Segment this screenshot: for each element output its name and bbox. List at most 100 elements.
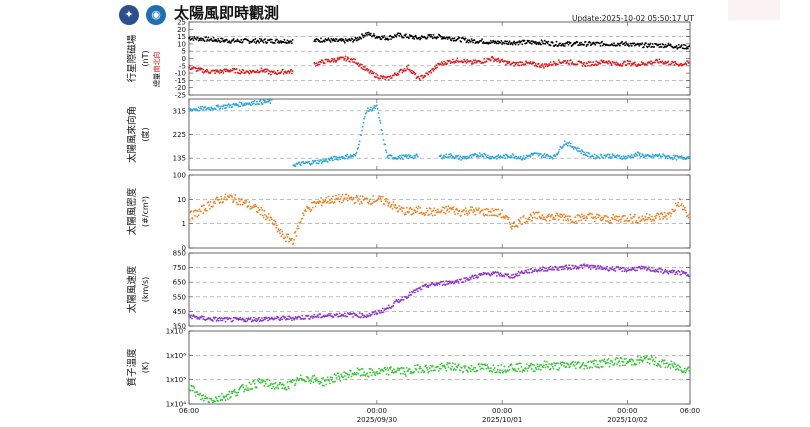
data-point	[619, 221, 622, 224]
data-point	[510, 364, 513, 366]
data-point	[654, 356, 657, 359]
data-point	[560, 146, 562, 148]
data-point	[458, 157, 461, 160]
data-point	[629, 155, 632, 158]
data-point	[455, 207, 458, 210]
data-point	[562, 61, 565, 64]
data-point	[295, 235, 298, 238]
data-point	[244, 200, 246, 202]
data-point	[582, 63, 585, 65]
data-point	[446, 363, 448, 366]
data-point	[499, 369, 501, 372]
data-point	[295, 379, 298, 382]
data-point	[382, 370, 385, 373]
data-point	[526, 220, 529, 223]
data-point	[361, 312, 363, 315]
data-point	[396, 157, 399, 160]
data-point	[193, 35, 196, 38]
data-point	[664, 43, 667, 46]
data-point	[276, 224, 278, 227]
data-point	[225, 395, 228, 398]
y-tick-label: 100	[173, 172, 186, 180]
data-point	[300, 378, 303, 380]
data-point	[202, 109, 205, 112]
data-point	[291, 381, 293, 384]
data-point	[389, 75, 392, 78]
data-point	[320, 37, 322, 40]
data-point	[311, 206, 314, 209]
data-point	[380, 309, 383, 312]
data-point	[373, 313, 376, 316]
data-point	[440, 281, 443, 283]
x-date-label: 2025/10/02	[607, 416, 647, 424]
data-point	[490, 59, 492, 61]
data-point	[674, 154, 677, 157]
data-point	[242, 386, 245, 389]
data-point	[286, 381, 289, 384]
data-point	[220, 393, 223, 395]
data-point	[645, 355, 648, 357]
data-point	[282, 72, 285, 75]
data-point	[643, 267, 646, 270]
data-point	[224, 193, 227, 196]
data-point	[534, 370, 536, 372]
data-point	[583, 214, 585, 217]
data-point	[568, 141, 571, 144]
data-point	[639, 356, 642, 359]
data-point	[671, 271, 673, 274]
data-point	[453, 368, 456, 370]
data-point	[231, 196, 234, 198]
data-point	[408, 294, 410, 297]
data-point	[659, 43, 662, 46]
data-point	[536, 363, 539, 366]
data-point	[443, 364, 445, 367]
data-point	[412, 157, 415, 160]
data-point	[245, 317, 248, 320]
data-point	[516, 64, 519, 66]
data-point	[613, 42, 615, 44]
data-point	[515, 274, 518, 277]
data-point	[668, 155, 670, 158]
data-point	[425, 207, 428, 210]
data-point	[437, 36, 439, 39]
data-point	[417, 75, 420, 78]
data-point	[393, 36, 395, 39]
data-point	[638, 362, 641, 364]
data-point	[482, 368, 485, 370]
data-point	[217, 319, 220, 322]
data-point	[228, 106, 231, 108]
data-point	[422, 212, 425, 215]
data-point	[654, 61, 656, 64]
data-point	[397, 210, 400, 212]
data-point	[663, 270, 666, 273]
data-point	[361, 125, 364, 128]
data-point	[362, 374, 365, 376]
data-point	[448, 211, 451, 213]
data-point	[266, 378, 269, 381]
data-point	[402, 372, 404, 375]
y-tick-label: 1	[182, 220, 186, 228]
data-point	[556, 212, 559, 215]
data-point	[352, 373, 355, 376]
data-point	[294, 230, 297, 233]
data-point	[531, 219, 533, 222]
data-point	[489, 155, 492, 158]
data-point	[507, 365, 510, 368]
data-point	[453, 62, 456, 64]
data-point	[531, 216, 534, 219]
data-point	[188, 313, 190, 316]
data-point	[429, 364, 432, 367]
data-point	[677, 63, 679, 66]
data-point	[282, 233, 284, 236]
data-point	[290, 68, 292, 71]
data-point	[631, 358, 634, 361]
data-point	[622, 157, 624, 160]
data-point	[595, 60, 597, 62]
data-point	[575, 149, 578, 151]
data-point	[685, 63, 688, 65]
data-point	[327, 58, 330, 61]
data-point	[581, 65, 584, 67]
data-point	[604, 215, 606, 217]
data-point	[442, 37, 445, 40]
data-point	[360, 200, 363, 203]
